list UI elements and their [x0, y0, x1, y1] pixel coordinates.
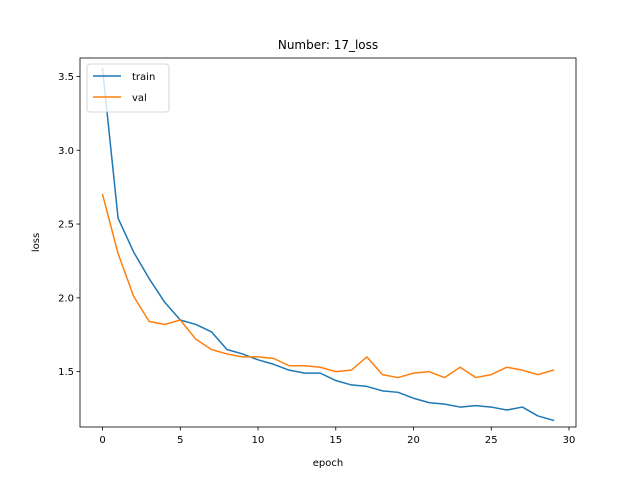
x-tick-label: 10 [252, 435, 265, 446]
chart-title: Number: 17_loss [278, 38, 378, 52]
series-layer [101, 68, 555, 422]
legend-box [86, 63, 170, 113]
y-axis-label: loss [31, 233, 42, 252]
x-tick-label: 25 [485, 435, 498, 446]
y-axis: 1.5 2.0 2.5 3.0 3.5 [58, 72, 80, 378]
x-axis: 0 5 10 15 20 25 30 [99, 427, 575, 446]
y-tick-label: 2.0 [58, 293, 74, 304]
x-axis-label: epoch [313, 458, 343, 469]
x-tick-label: 5 [177, 435, 183, 446]
x-tick-label: 20 [407, 435, 420, 446]
series-line-train [101, 68, 555, 422]
x-tick-label: 15 [329, 435, 342, 446]
y-tick-label: 1.5 [58, 367, 74, 378]
y-tick-label: 3.0 [58, 146, 74, 157]
legend-label-val: val [132, 93, 147, 104]
series-line-val [101, 193, 555, 379]
y-tick-label: 3.5 [58, 72, 74, 83]
legend: train val [86, 63, 170, 113]
axes-frame [79, 57, 577, 428]
x-tick-label: 0 [99, 435, 105, 446]
y-tick-label: 2.5 [58, 220, 74, 231]
legend-label-train: train [132, 72, 155, 83]
x-tick-label: 30 [563, 435, 576, 446]
